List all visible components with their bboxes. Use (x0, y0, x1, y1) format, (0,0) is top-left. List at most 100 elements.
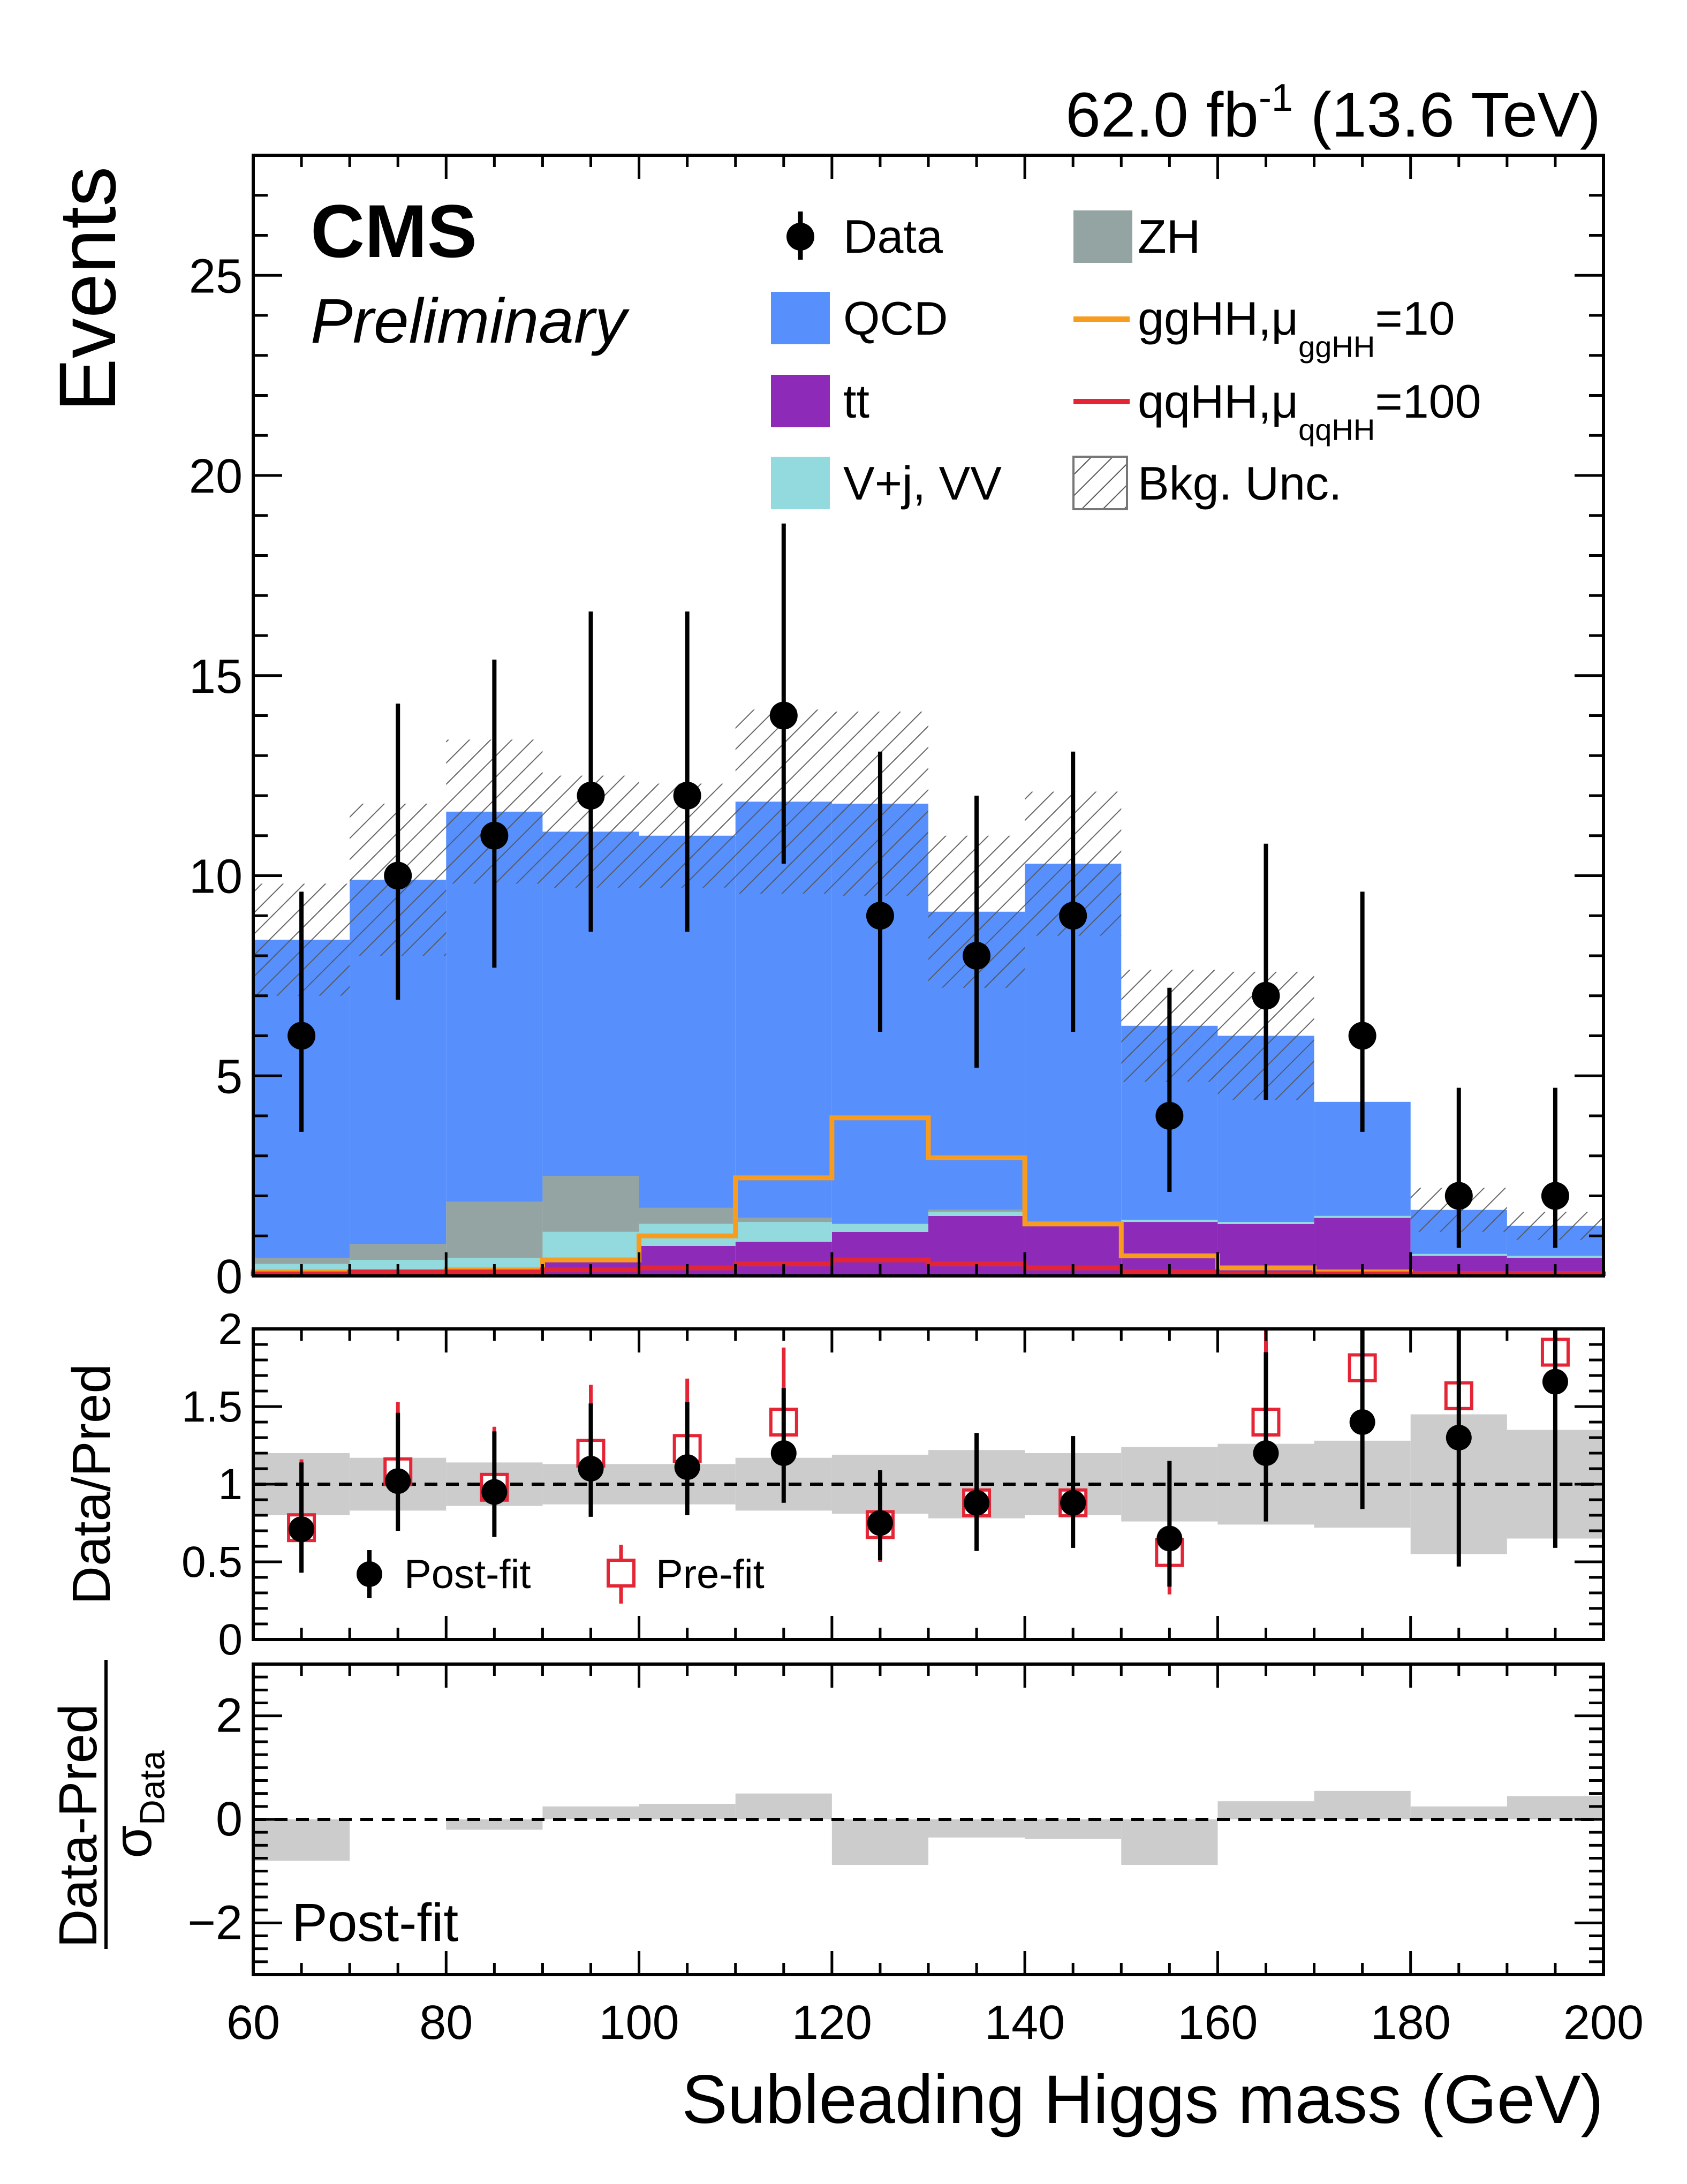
postfit-point-9 (1156, 1525, 1183, 1552)
ratio-legend-prefit: Pre-fit (607, 1545, 765, 1604)
legend-label-bkg-unc: Bkg. Unc. (1138, 457, 1342, 510)
x-tick-label-200: 200 (1563, 1996, 1644, 2050)
ratio-panel: 0 0.5 1 1.5 2 Data/Pred Post-fit Pre-fit (62, 1305, 1605, 1664)
postfit-marker-icon (357, 1561, 382, 1587)
postfit-point-10 (1253, 1440, 1279, 1466)
x-tick-label-80: 80 (419, 1996, 473, 2050)
legend-label-ttbar: tt (843, 375, 869, 428)
pull-y-axis-denominator: σData (103, 1750, 172, 1858)
main-ytick-label-15: 15 (189, 650, 243, 704)
qqhh-mu-subscript: qqHH (1298, 413, 1375, 447)
gghh-mu: μ (1271, 292, 1298, 345)
zh-swatch-icon (1073, 210, 1132, 263)
bar-v-jets-vv-bin-5 (735, 1222, 832, 1242)
postfit-point-7 (964, 1490, 990, 1516)
x-tick-label-120: 120 (792, 1996, 872, 2050)
x-tick-label-160: 160 (1177, 1996, 1258, 2050)
postfit-point-12 (1446, 1425, 1472, 1450)
legend: Data QCD tt V+j, VV ZH ggHH,μggHH= (771, 210, 1481, 510)
postfit-point-5 (770, 1440, 797, 1466)
bar-v-jets-vv-bin-2 (446, 1258, 543, 1268)
gghh-mu-subscript: ggHH (1298, 330, 1375, 364)
main-ytick-label-10: 10 (189, 850, 243, 904)
pull-bar-bin-9 (1121, 1819, 1218, 1865)
pull-bar-bin-8 (1025, 1819, 1122, 1839)
pull-panel-label: Post-fit (292, 1893, 458, 1953)
lumi-value: 62.0 fb (1065, 80, 1259, 150)
bar-zh-bin-2 (446, 1201, 543, 1258)
legend-item-bkg-unc: Bkg. Unc. (1072, 456, 1342, 510)
x-axis-title: Subleading Higgs mass (GeV) (682, 2061, 1603, 2138)
bar-v-jets-vv-bin-3 (542, 1231, 639, 1258)
postfit-point-11 (1349, 1409, 1375, 1435)
postfit-point-8 (1060, 1490, 1086, 1516)
pull-bar-bin-13 (1507, 1796, 1603, 1819)
bar-zh-bin-5 (735, 1218, 832, 1222)
lumi-label: 62.0 fb-1 (13.6 TeV) (1065, 77, 1601, 150)
main-ytick-label-5: 5 (216, 1050, 243, 1104)
postfit-point-3 (578, 1456, 604, 1482)
legend-item-data: Data (786, 210, 943, 263)
legend-label-postfit: Post-fit (404, 1552, 531, 1597)
x-tick-label-100: 100 (599, 1996, 679, 2050)
x-axis-tick-labels: 60 80 100 120 140 160 180 200 (226, 1996, 1644, 2050)
ratio-ytick-label-1: 0.5 (181, 1538, 243, 1586)
y-axis-title: Events (42, 167, 132, 412)
gghh-mu-value: =10 (1375, 292, 1455, 345)
pull-bar-bin-0 (253, 1819, 350, 1861)
ratio-legend-postfit: Post-fit (357, 1550, 531, 1598)
qqhh-name: qqHH, (1138, 375, 1271, 428)
legend-item-qcd: QCD (771, 292, 948, 345)
data-point-13 (1541, 1182, 1569, 1210)
ttbar-swatch-icon (771, 375, 830, 427)
data-point-3 (577, 782, 605, 810)
bar-v-jets-vv-bin-7 (928, 1212, 1025, 1216)
pull-bar-bin-2 (446, 1819, 543, 1830)
qqhh-mu-value: =100 (1375, 375, 1481, 428)
bkg-unc-swatch-icon (1072, 456, 1128, 510)
main-axis-ticks: 0 5 10 15 20 25 (189, 154, 1605, 1304)
legend-label-zh: ZH (1138, 210, 1200, 263)
legend-label-vjets: V+j, VV (843, 457, 1002, 510)
data-point-5 (769, 701, 798, 730)
pull-y-axis-sigma-subscript: Data (132, 1750, 172, 1825)
data-point-1 (384, 861, 412, 890)
legend-label-qcd: QCD (843, 292, 948, 345)
pull-ytick-label-0: −2 (187, 1896, 243, 1949)
pull-bar-bin-7 (928, 1819, 1025, 1838)
pull-bars (253, 1790, 1603, 1865)
signal-line-qqhh (251, 1257, 1606, 1276)
lumi-exponent: -1 (1259, 77, 1293, 119)
bar-zh-bin-7 (928, 1210, 1025, 1212)
data-point-10 (1252, 981, 1280, 1010)
main-panel: 0 5 10 15 20 25 Events CMS Preliminary Data Q… (42, 154, 1606, 1304)
bar-zh-bin-4 (639, 1207, 736, 1224)
ratio-ytick-label-2: 1 (218, 1460, 243, 1509)
bar-v-jets-vv-bin-11 (1314, 1215, 1411, 1218)
postfit-point-6 (867, 1510, 893, 1536)
pull-ytick-label-2: 2 (216, 1689, 243, 1743)
cms-label: CMS (311, 189, 477, 273)
gghh-name: ggHH, (1138, 292, 1271, 345)
data-point-7 (963, 942, 991, 970)
postfit-point-1 (385, 1468, 411, 1494)
legend-item-qqhh: qqHH,μqqHH=100 (1073, 375, 1481, 447)
postfit-point-4 (674, 1454, 700, 1480)
pull-bar-bin-12 (1410, 1806, 1507, 1819)
ratio-ytick-label-0: 0 (218, 1615, 243, 1664)
data-point-8 (1059, 902, 1087, 930)
pull-bar-bin-11 (1314, 1790, 1411, 1819)
bar-zh-bin-3 (542, 1176, 639, 1232)
pull-y-axis-numerator: Data-Pred (48, 1704, 108, 1948)
bar-v-jets-vv-bin-13 (1507, 1256, 1603, 1258)
pull-ytick-label-1: 0 (216, 1793, 243, 1846)
pull-bar-bin-5 (735, 1793, 832, 1819)
vjets-swatch-icon (771, 457, 830, 509)
data-point-0 (288, 1022, 316, 1050)
legend-label-qqhh: qqHH,μqqHH=100 (1138, 375, 1481, 447)
bar-v-jets-vv-bin-12 (1410, 1253, 1507, 1256)
legend-item-gghh: ggHH,μggHH=10 (1073, 292, 1455, 364)
legend-label-prefit: Pre-fit (656, 1552, 765, 1597)
x-tick-label-60: 60 (226, 1996, 280, 2050)
legend-label-gghh: ggHH,μggHH=10 (1138, 292, 1455, 364)
